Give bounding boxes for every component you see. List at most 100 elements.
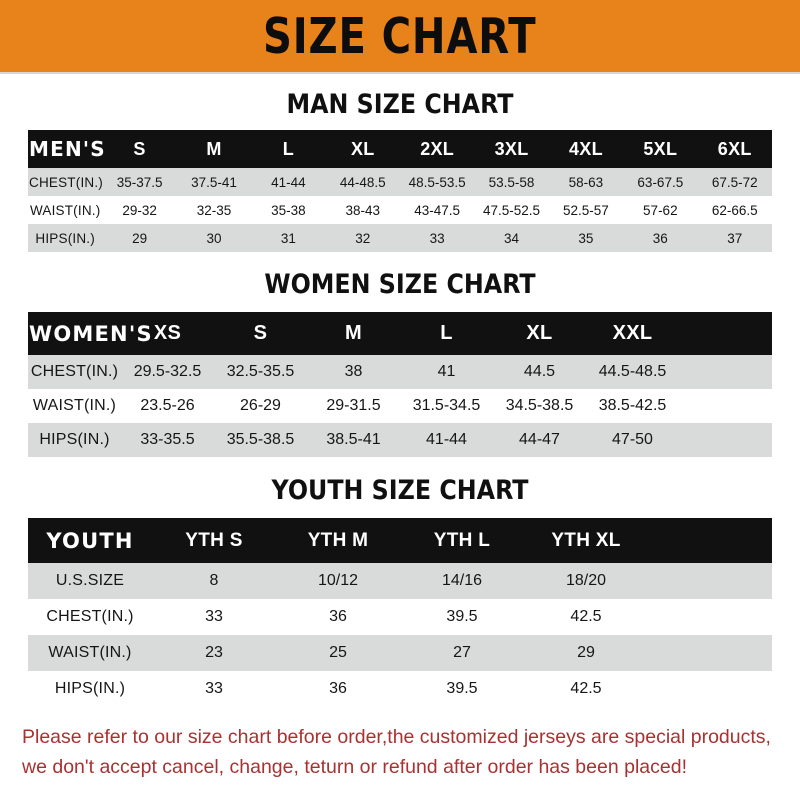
youth-row-2-cell-0: 23 (152, 635, 276, 671)
man-row-0-label: CHEST(IN.) (28, 168, 103, 196)
women-row-1-label: WAIST(IN.) (28, 389, 121, 423)
youth-row-3-cell-2: 39.5 (400, 671, 524, 707)
youth-row-1-label: CHEST(IN.) (28, 599, 152, 635)
footer-disclaimer-line-2: we don't accept cancel, change, teturn o… (22, 755, 687, 778)
youth-size-col-0: YTH S (152, 518, 276, 563)
man-row-1-cell-4: 43-47.5 (399, 196, 475, 224)
women-row-2-cell-3: 41-44 (400, 423, 493, 457)
man-size-col-5: 3XL (474, 130, 549, 168)
women-row-2-cell-empty (679, 423, 772, 457)
youth-row-1-cell-3: 42.5 (524, 599, 648, 635)
man-size-col-6: 4XL (548, 130, 624, 168)
man-row-1-cell-8: 62-66.5 (697, 196, 772, 224)
table-row: WAIST(IN.) 23.5-26 26-29 29-31.5 31.5-34… (28, 389, 772, 423)
women-size-col-empty (679, 312, 772, 355)
man-row-0-cell-0: 35-37.5 (102, 168, 177, 196)
women-row-0-cell-0: 29.5-32.5 (121, 355, 214, 389)
page-title: SIZE CHART (263, 7, 537, 65)
man-row-2-cell-2: 31 (251, 224, 326, 252)
women-size-col-0: XS (121, 312, 214, 355)
women-size-col-4: XL (493, 312, 586, 355)
women-row-0-cell-1: 32.5-35.5 (214, 355, 307, 389)
women-table-body: WOMEN'S XS S M L XL XXL CHEST(IN.) 29.5-… (28, 312, 772, 457)
women-row-1-cell-3: 31.5-34.5 (400, 389, 493, 423)
man-row-0-cell-1: 37.5-41 (176, 168, 252, 196)
youth-row-0-cell-2: 14/16 (400, 563, 524, 599)
table-row: HIPS(IN.) 33-35.5 35.5-38.5 38.5-41 41-4… (28, 423, 772, 457)
man-row-2-cell-0: 29 (102, 224, 177, 252)
man-size-col-4: 2XL (399, 130, 475, 168)
page-banner: SIZE CHART (0, 0, 800, 74)
man-row-0-cell-8: 67.5-72 (697, 168, 772, 196)
youth-row-1-cell-1: 36 (276, 599, 400, 635)
man-size-table: MEN'S S M L XL 2XL 3XL 4XL 5XL 6XL CHEST… (28, 130, 772, 252)
man-row-2-label: HIPS(IN.) (28, 224, 103, 252)
women-row-0-cell-empty (679, 355, 772, 389)
man-size-col-7: 5XL (623, 130, 698, 168)
man-row-2-cell-3: 32 (325, 224, 400, 252)
women-size-table-wrapper: WOMEN'S XS S M L XL XXL CHEST(IN.) 29.5-… (28, 312, 772, 457)
women-row-2-cell-1: 35.5-38.5 (214, 423, 307, 457)
youth-row-0-cell-1: 10/12 (276, 563, 400, 599)
footer-disclaimer-line-1: Please refer to our size chart before or… (22, 726, 771, 748)
man-row-1-cell-2: 35-38 (251, 196, 326, 224)
women-row-1-cell-1: 26-29 (214, 389, 307, 423)
man-row-0-cell-6: 58-63 (548, 168, 624, 196)
youth-table-header-row: YOUTH YTH S YTH M YTH L YTH XL (28, 518, 772, 563)
youth-row-1-cell-empty (648, 599, 772, 635)
man-row-0-cell-7: 63-67.5 (623, 168, 698, 196)
man-row-0-cell-2: 41-44 (251, 168, 326, 196)
table-row: U.S.SIZE 8 10/12 14/16 18/20 (28, 563, 772, 599)
man-row-0-cell-5: 53.5-58 (474, 168, 549, 196)
youth-row-2-cell-1: 25 (276, 635, 400, 671)
youth-row-0-cell-0: 8 (152, 563, 276, 599)
women-row-0-cell-2: 38 (307, 355, 400, 389)
youth-size-col-empty (648, 518, 772, 563)
youth-size-table: YOUTH YTH S YTH M YTH L YTH XL U.S.SIZE … (28, 518, 772, 707)
man-row-2-cell-4: 33 (399, 224, 475, 252)
table-row: HIPS(IN.) 33 36 39.5 42.5 (28, 671, 772, 707)
man-row-1-label: WAIST(IN.) (28, 196, 103, 224)
women-header-label: WOMEN'S (28, 312, 152, 355)
table-row: WAIST(IN.) 23 25 27 29 (28, 635, 772, 671)
youth-row-3-label: HIPS(IN.) (28, 671, 152, 707)
youth-row-3-cell-1: 36 (276, 671, 400, 707)
women-size-table: WOMEN'S XS S M L XL XXL CHEST(IN.) 29.5-… (28, 312, 772, 457)
man-row-2-cell-1: 30 (176, 224, 252, 252)
women-row-0-cell-4: 44.5 (493, 355, 586, 389)
women-row-1-cell-2: 29-31.5 (307, 389, 400, 423)
table-row: WAIST(IN.) 29-32 32-35 35-38 38-43 43-47… (28, 196, 772, 224)
women-size-col-2: M (307, 312, 400, 355)
youth-row-2-cell-3: 29 (524, 635, 648, 671)
women-table-header-row: WOMEN'S XS S M L XL XXL (28, 312, 772, 355)
man-row-2-cell-6: 35 (548, 224, 624, 252)
youth-row-1-cell-2: 39.5 (400, 599, 524, 635)
women-row-1-cell-5: 38.5-42.5 (586, 389, 679, 423)
youth-row-3-cell-empty (648, 671, 772, 707)
man-row-0-cell-3: 44-48.5 (325, 168, 400, 196)
man-size-col-8: 6XL (697, 130, 772, 168)
youth-row-0-cell-3: 18/20 (524, 563, 648, 599)
man-row-1-cell-6: 52.5-57 (548, 196, 624, 224)
women-row-2-cell-4: 44-47 (493, 423, 586, 457)
youth-row-2-cell-empty (648, 635, 772, 671)
women-row-2-label: HIPS(IN.) (28, 423, 121, 457)
women-row-1-cell-4: 34.5-38.5 (493, 389, 586, 423)
youth-row-2-cell-2: 27 (400, 635, 524, 671)
youth-row-2-label: WAIST(IN.) (28, 635, 152, 671)
women-row-1-cell-empty (679, 389, 772, 423)
man-header-label: MEN'S (28, 130, 105, 168)
women-row-0-label: CHEST(IN.) (28, 355, 121, 389)
man-size-table-wrapper: MEN'S S M L XL 2XL 3XL 4XL 5XL 6XL CHEST… (28, 130, 772, 252)
youth-row-1-cell-0: 33 (152, 599, 276, 635)
man-table-header-row: MEN'S S M L XL 2XL 3XL 4XL 5XL 6XL (28, 130, 772, 168)
man-size-col-0: S (102, 130, 177, 168)
women-section-title: WOMEN SIZE CHART (264, 269, 536, 300)
man-row-1-cell-1: 32-35 (176, 196, 252, 224)
youth-row-3-cell-3: 42.5 (524, 671, 648, 707)
women-row-0-cell-5: 44.5-48.5 (586, 355, 679, 389)
youth-row-0-label: U.S.SIZE (28, 563, 152, 599)
women-row-1-cell-0: 23.5-26 (121, 389, 214, 423)
man-row-2-cell-5: 34 (474, 224, 549, 252)
man-row-1-cell-7: 57-62 (623, 196, 698, 224)
